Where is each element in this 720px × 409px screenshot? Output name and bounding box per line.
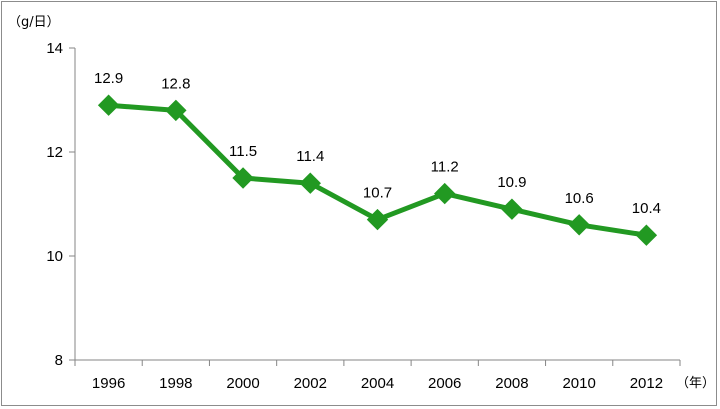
x-tick-label: 2006: [428, 375, 461, 392]
data-label: 12.8: [161, 75, 190, 92]
x-tick-label: 2004: [361, 375, 394, 392]
y-axis-unit: （g/日）: [8, 15, 60, 30]
data-point-marker: [568, 214, 590, 236]
y-tick-label: 10: [46, 248, 63, 265]
data-label: 10.4: [632, 200, 661, 217]
data-label: 10.6: [565, 190, 594, 207]
data-point-marker: [97, 94, 120, 116]
x-tick-label: 2010: [562, 375, 595, 392]
y-tick-label: 8: [55, 352, 63, 369]
y-tick-label: 14: [46, 40, 63, 57]
data-label: 11.4: [296, 148, 324, 165]
data-point-marker: [635, 224, 658, 246]
data-label: 11.5: [229, 143, 257, 160]
data-point-marker: [299, 172, 321, 194]
x-tick-label: 1996: [92, 375, 125, 392]
data-label: 11.2: [431, 159, 459, 176]
axes: 8 10 12 14 1996 1998 2000 2002 2004 2006 2008 2010 2…: [46, 40, 681, 392]
data-point-marker: [434, 182, 456, 205]
data-point-marker: [366, 208, 389, 231]
x-tick-label: 2000: [226, 375, 259, 392]
x-tick-label: 2002: [294, 375, 327, 392]
x-tick-label: 2012: [630, 375, 663, 392]
data-point-marker: [165, 99, 187, 122]
data-point-marker: [232, 167, 254, 189]
data-point-marker: [501, 198, 523, 220]
data-label: 12.9: [94, 70, 123, 87]
data-label: 10.9: [497, 174, 526, 191]
y-tick-label: 12: [46, 144, 63, 161]
x-tick-label: 2008: [495, 375, 528, 392]
x-tick-label: 1998: [159, 375, 192, 392]
x-axis-unit: （年）: [676, 376, 715, 391]
series-layer: 12.9 12.8 11.5 11.4 10.7 11.2 10.9 10.6 10.4: [94, 70, 661, 246]
data-label: 10.7: [363, 185, 392, 202]
